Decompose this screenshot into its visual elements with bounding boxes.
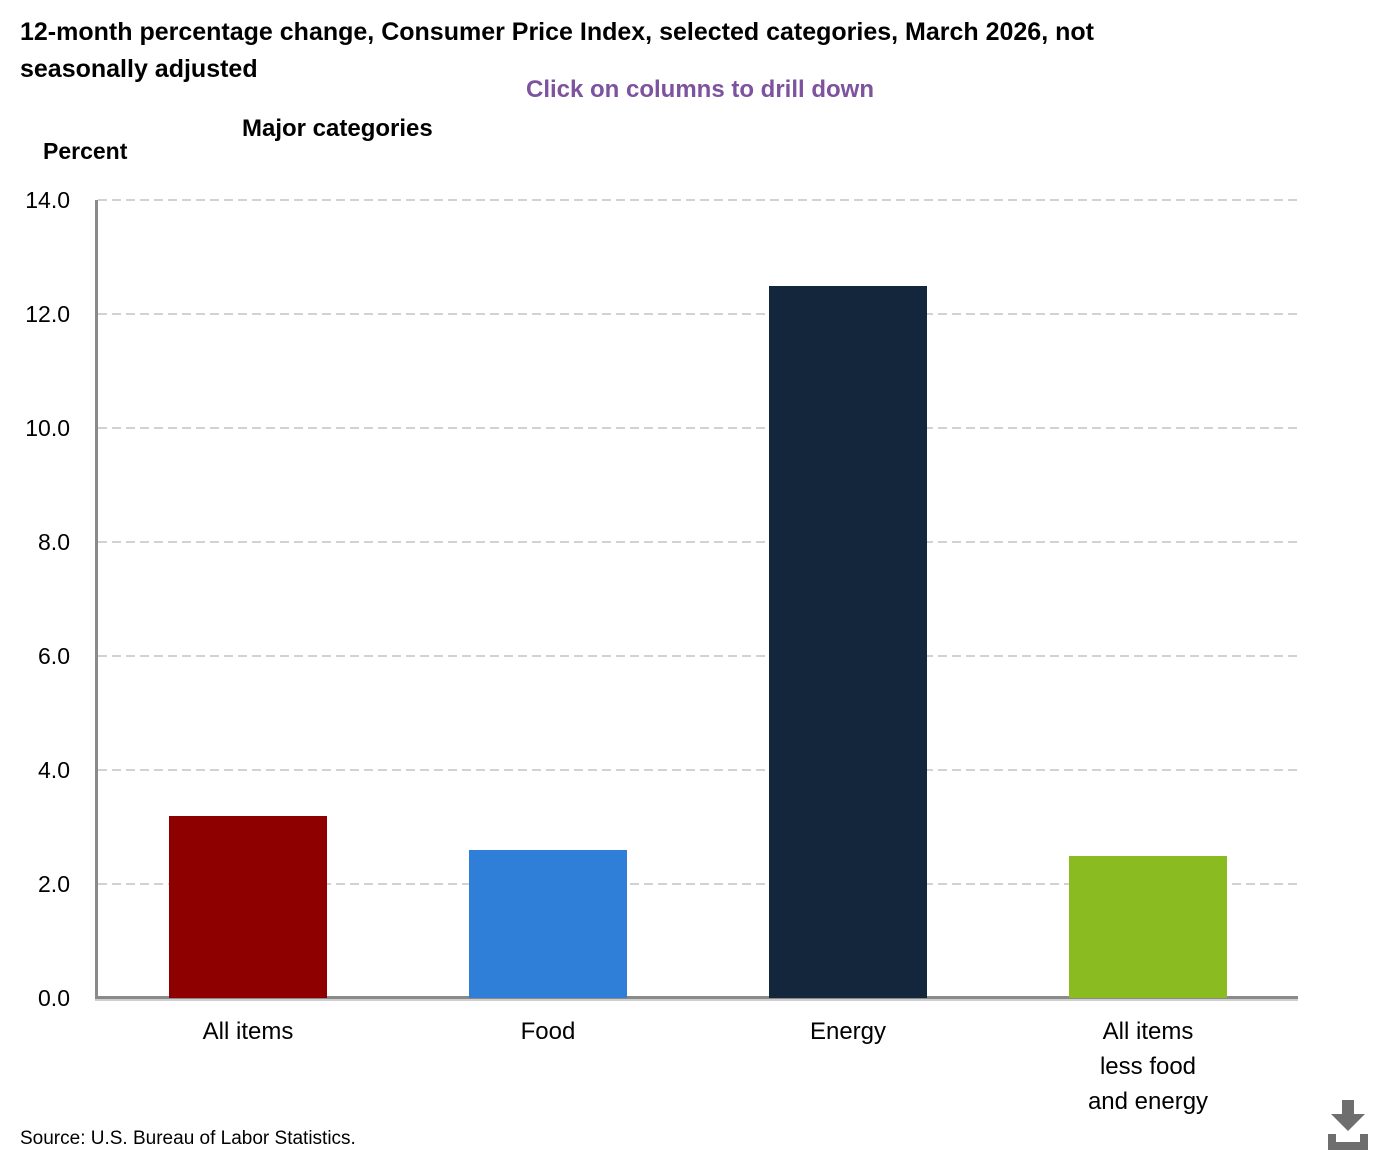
x-axis-line xyxy=(95,996,1298,1001)
x-label-line: All items xyxy=(1102,1018,1194,1045)
bar-all-items[interactable] xyxy=(169,815,327,998)
series-group-title: Major categories xyxy=(242,115,433,142)
y-tick-label-12.0: 12.0 xyxy=(25,301,70,327)
source-note: Source: U.S. Bureau of Labor Statistics. xyxy=(20,1128,356,1149)
y-tick-label-4.0: 4.0 xyxy=(38,757,70,783)
chart-title: 12-month percentage change, Consumer Pri… xyxy=(20,14,1360,88)
chart-title-line1: 12-month percentage change, Consumer Pri… xyxy=(20,18,1094,46)
download-chart-button[interactable] xyxy=(1322,1098,1374,1152)
gridline-2.0 xyxy=(98,883,1298,885)
gridline-6.0 xyxy=(98,655,1298,657)
download-icon xyxy=(1328,1100,1368,1150)
drilldown-hint: Click on columns to drill down xyxy=(525,76,874,103)
y-tick-label-10.0: 10.0 xyxy=(25,415,70,441)
y-tick-label-14.0: 14.0 xyxy=(25,187,70,213)
x-label-line: and energy xyxy=(1087,1088,1209,1115)
y-tick-label-8.0: 8.0 xyxy=(38,529,70,555)
gridline-14.0 xyxy=(98,199,1298,201)
gridline-8.0 xyxy=(98,541,1298,543)
x-label-all-items: All items xyxy=(88,1014,408,1049)
x-label-all-items-less-food-and-energy: All items less food and energy xyxy=(988,1014,1308,1119)
chart-title-line2: seasonally adjusted xyxy=(20,55,258,83)
x-label-line: All items xyxy=(202,1018,294,1045)
y-tick-label-0.0: 0.0 xyxy=(38,985,70,1011)
bar-food[interactable] xyxy=(469,849,627,998)
x-label-line: Food xyxy=(520,1018,576,1045)
gridline-12.0 xyxy=(98,313,1298,315)
y-tick-label-2.0: 2.0 xyxy=(38,871,70,897)
plot-area xyxy=(95,199,1298,1001)
bar-energy[interactable] xyxy=(769,285,927,998)
y-axis-title: Percent xyxy=(43,138,128,164)
x-label-line: less food xyxy=(1099,1053,1197,1080)
x-label-line: Energy xyxy=(809,1018,887,1045)
bar-all-items-less-food-and-energy[interactable] xyxy=(1069,855,1227,998)
gridline-10.0 xyxy=(98,427,1298,429)
x-label-energy: Energy xyxy=(688,1014,1008,1049)
y-tick-label-6.0: 6.0 xyxy=(38,643,70,669)
x-label-food: Food xyxy=(388,1014,708,1049)
y-axis-line xyxy=(95,200,98,1001)
gridline-4.0 xyxy=(98,769,1298,771)
